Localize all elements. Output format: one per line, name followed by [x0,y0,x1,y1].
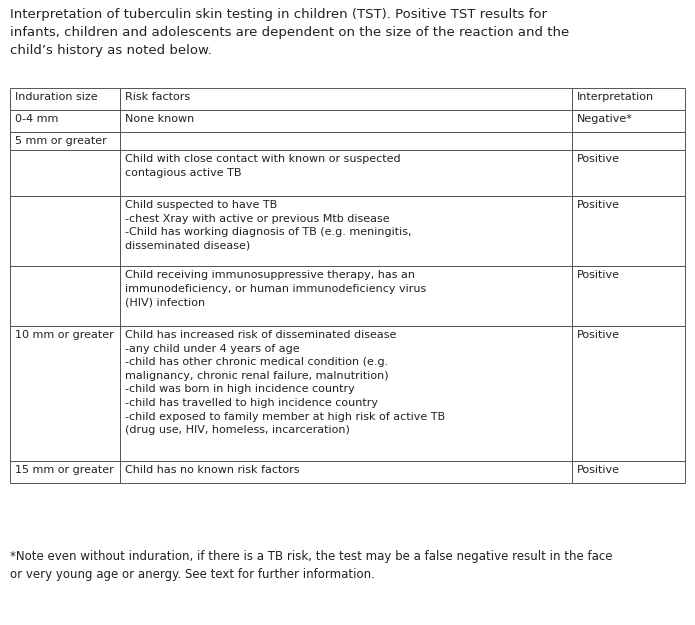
Bar [120,110,571,132]
Text: 10 mm or greater: 10 mm or greater [15,330,114,340]
Bar [10,88,120,110]
Bar [10,326,120,461]
Text: Positive: Positive [577,270,620,280]
Bar [571,110,685,132]
Text: 15 mm or greater: 15 mm or greater [15,465,114,475]
Bar [120,461,571,483]
Text: 0-4 mm: 0-4 mm [15,114,58,124]
Text: Positive: Positive [577,330,620,340]
Text: Induration size: Induration size [15,92,97,102]
Bar [10,132,120,150]
Text: 5 mm or greater: 5 mm or greater [15,136,107,146]
Bar [10,196,120,266]
Text: Child receiving immunosuppressive therapy, has an
immunodeficiency, or human imm: Child receiving immunosuppressive therap… [125,270,426,308]
Bar [120,88,571,110]
Bar [571,266,685,326]
Text: Positive: Positive [577,154,620,164]
Text: Child with close contact with known or suspected
contagious active TB: Child with close contact with known or s… [125,154,400,178]
Bar [571,326,685,461]
Text: Negative*: Negative* [577,114,632,124]
Bar [10,266,120,326]
Bar [10,461,120,483]
Bar [10,110,120,132]
Text: Risk factors: Risk factors [125,92,190,102]
Bar [10,150,120,196]
Text: Child suspected to have TB
-chest Xray with active or previous Mtb disease
-Chil: Child suspected to have TB -chest Xray w… [125,200,411,251]
Text: Child has no known risk factors: Child has no known risk factors [125,465,300,475]
Text: Interpretation of tuberculin skin testing in children (TST). Positive TST result: Interpretation of tuberculin skin testin… [10,8,569,57]
Bar [571,150,685,196]
Text: Interpretation: Interpretation [577,92,654,102]
Bar [571,88,685,110]
Text: *Note even without induration, if there is a TB risk, the test may be a false ne: *Note even without induration, if there … [10,550,612,581]
Bar [571,196,685,266]
Bar [120,326,571,461]
Bar [120,132,571,150]
Text: Positive: Positive [577,200,620,210]
Bar [120,196,571,266]
Bar [120,150,571,196]
Text: None known: None known [125,114,195,124]
Bar [571,132,685,150]
Text: Positive: Positive [577,465,620,475]
Bar [120,266,571,326]
Text: Child has increased risk of disseminated disease
-any child under 4 years of age: Child has increased risk of disseminated… [125,330,445,435]
Bar [571,461,685,483]
